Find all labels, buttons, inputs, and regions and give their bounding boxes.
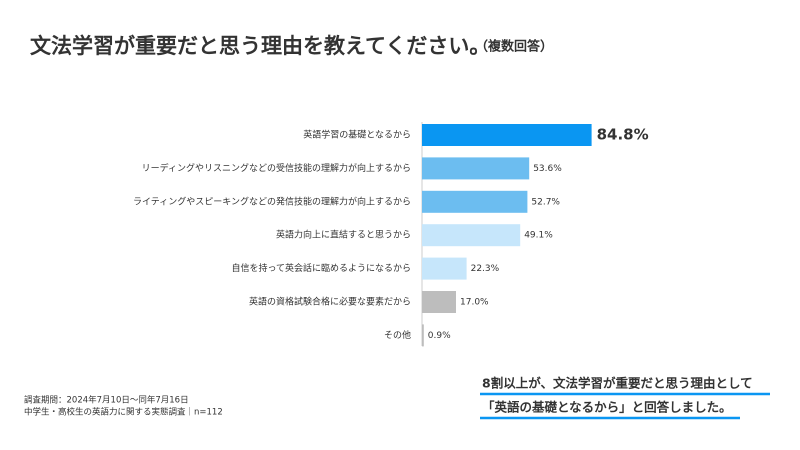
value-label: 49.1%	[524, 231, 553, 241]
category-label: リーディングやリスニングなどの受信技能の理解力が向上するから	[142, 162, 411, 174]
bar	[422, 190, 528, 213]
value-label: 22.3%	[471, 264, 500, 274]
annotation: 「英語の基礎となるから」と回答しました。	[482, 400, 732, 415]
category-label: 自信を持って英会話に臨めるようになるから	[231, 262, 411, 274]
category-label: その他	[384, 329, 411, 341]
category-label: 英語学習の基礎となるから	[303, 129, 411, 141]
note: 中学生・高校生の英語力に関する実態調査｜n=112	[24, 407, 223, 418]
value-label: 0.9%	[428, 331, 451, 341]
annotation: 8割以上が、文法学習が重要だと思う理由として	[482, 376, 753, 391]
bar	[422, 157, 530, 180]
chart-subtitle: （複数回答）	[475, 39, 553, 55]
bar	[422, 324, 424, 347]
value-label: 84.8%	[597, 126, 649, 144]
chart-title: 文法学習が重要だと思う理由を教えてください。	[30, 34, 490, 58]
category-label: ライティングやスピーキングなどの発信技能の理解力が向上するから	[133, 195, 411, 207]
value-label: 52.7%	[531, 197, 560, 207]
category-label: 英語力向上に直結すると思うから	[276, 229, 411, 241]
bar	[422, 124, 592, 146]
value-label: 53.6%	[533, 164, 562, 174]
bar	[422, 257, 467, 280]
bar	[422, 291, 456, 313]
note: 調査期間：2024年7月10日〜同年7月16日	[24, 395, 189, 406]
value-label: 17.0%	[460, 298, 489, 308]
bar	[422, 224, 521, 247]
category-label: 英語の資格試験合格に必要な要素だから	[249, 296, 411, 308]
